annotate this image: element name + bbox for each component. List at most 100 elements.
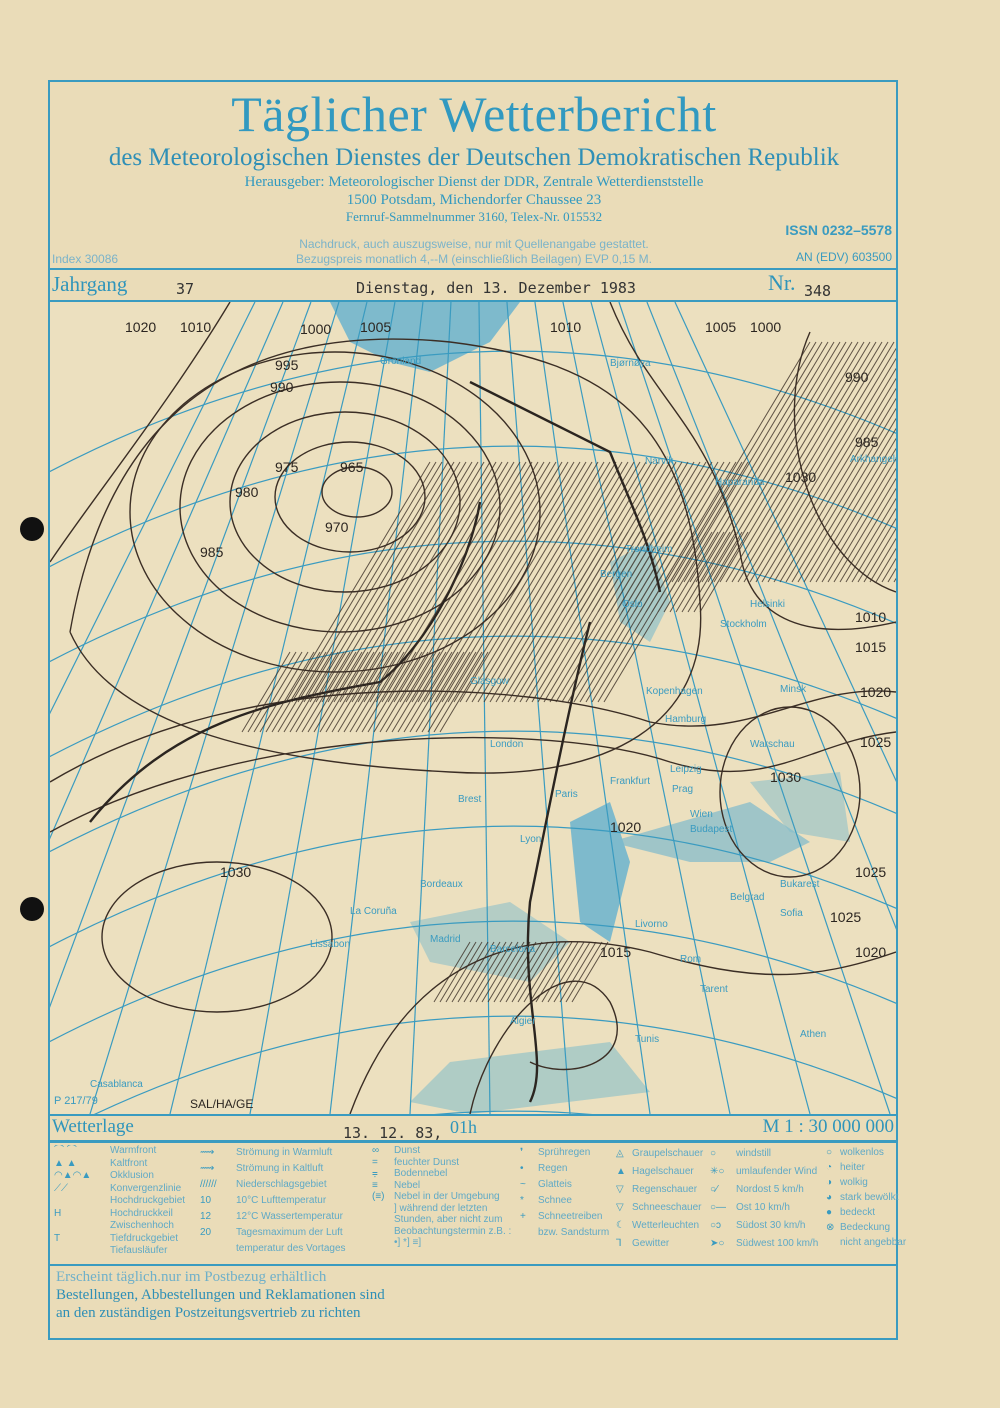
legend-row: ○ↄ Südost 30 km/h — [710, 1217, 824, 1235]
precipitation-hatch — [439, 941, 477, 1003]
isobar-pressure-label: 1025 — [860, 734, 891, 750]
longitude-line — [618, 302, 891, 1114]
latitude-line — [94, 1015, 896, 1114]
legend-row: Beobachtungstermin z.B. : •] *] ≡] — [372, 1226, 516, 1249]
precipitation-hatch — [487, 941, 525, 1003]
map-caption-label: Wetterlage — [52, 1116, 134, 1137]
legend-row: ////// Niederschlagsgebiet — [200, 1177, 366, 1193]
isobar-pressure-label: 985 — [200, 544, 224, 560]
precipitation-hatch — [439, 651, 489, 733]
legend-row: ⟿ Strömung in Warmluft — [200, 1145, 366, 1161]
precipitation-hatch — [309, 461, 455, 703]
isobar-pressure-label: 965 — [340, 459, 364, 475]
isobar-pressure-label: 1025 — [855, 864, 886, 880]
legend-item: Wetterleuchten — [632, 1220, 700, 1231]
legend-item: Bedeckung — [840, 1222, 891, 1233]
legend-row: temperatur des Vortages — [200, 1241, 366, 1257]
city-label: Budapest — [690, 824, 732, 835]
legend-item: umlaufender Wind — [736, 1166, 818, 1177]
legend-row: Hochdruckgebiet — [54, 1195, 198, 1208]
legend-symbol-icon: ◕ — [826, 1192, 833, 1203]
legend-symbol-icon: Ꞁ — [616, 1238, 622, 1249]
latitude-line — [50, 635, 896, 758]
precipitation-hatch — [749, 341, 895, 583]
city-label: Frankfurt — [610, 776, 650, 787]
divider — [50, 1264, 896, 1266]
precipitation-hatch — [367, 651, 417, 733]
legend-item: bzw. Sandsturm — [538, 1227, 610, 1238]
precipitation-hatch — [393, 461, 539, 703]
precipitation-hatch — [713, 341, 859, 583]
legend-column: ⌒ ⌒ Warmfront ▲ ▲ Kaltfront ◠▲◠▲ Okklusion ⟋⟋ K… — [54, 1145, 198, 1258]
precipitation-hatch — [385, 651, 435, 733]
water-area — [410, 1042, 650, 1114]
precipitation-hatch — [379, 651, 429, 733]
legend-row: ◬ Graupelschauer — [616, 1145, 708, 1163]
precipitation-hatch — [361, 651, 411, 733]
city-label: Lissabon — [310, 939, 350, 950]
latitude-line — [50, 445, 896, 568]
precipitation-hatch — [441, 461, 587, 703]
isobar-pressure-label: 1010 — [550, 319, 581, 335]
legend-column: ○ wolkenlos ◔ heiter ◑ wolkig ◕ stark bewölkt ● b… — [826, 1145, 926, 1250]
legend-item: Glatteis — [538, 1179, 572, 1190]
legend-row: nicht angebbar — [826, 1235, 926, 1250]
legend-item: Regenschauer — [632, 1184, 698, 1195]
legend-item: wolkenlos — [840, 1147, 884, 1158]
legend-column: ∞ Dunst = feuchter Dunst ⩦ Bodennebel ≡ Nebel (≡… — [372, 1145, 516, 1249]
precipitation-hatch — [665, 341, 811, 583]
precipitation-hatch — [421, 651, 471, 733]
precipitation-hatch — [529, 941, 567, 1003]
legend-symbol: 10 — [200, 1195, 212, 1206]
city-label: Madrid — [430, 934, 461, 945]
precipitation-hatch — [833, 477, 896, 583]
precipitation-hatch — [447, 461, 593, 703]
city-label: Glasgow — [470, 676, 510, 687]
longitude-line — [674, 302, 896, 783]
legend-symbol-icon: ▽ — [616, 1184, 624, 1195]
precipitation-hatch — [375, 461, 521, 703]
precipitation-hatch — [669, 531, 719, 613]
precipitation-hatch — [499, 941, 537, 1003]
precipitation-hatch — [719, 341, 865, 583]
footer-line-2: Bestellungen, Abbestellungen und Reklama… — [56, 1287, 385, 1303]
precipitation-hatch — [553, 941, 591, 1003]
precipitation-hatch — [397, 651, 447, 733]
precipitation-hatch — [493, 941, 531, 1003]
legend-row: ⟋⟋ Konvergenzlinie — [54, 1183, 198, 1196]
precipitation-hatch — [333, 461, 479, 703]
issn: ISSN 0232–5578 — [785, 222, 892, 238]
precipitation-hatch — [671, 341, 817, 583]
precipitation-hatch — [423, 461, 569, 703]
legend-symbol-icon: ⟋⟋ — [54, 1182, 68, 1194]
precipitation-hatch — [495, 461, 641, 703]
precipitation-hatch — [327, 461, 473, 703]
precipitation-hatch — [683, 341, 829, 583]
isobar-pressure-label: 1000 — [750, 319, 781, 335]
precipitation-hatch — [633, 531, 683, 613]
precipitation-hatch — [559, 941, 597, 1003]
legend-column: ◬ Graupelschauer ▲ Hagelschauer ▽ Regenschaue… — [616, 1145, 708, 1253]
legend-row: (≡) Nebel in der Umgebung — [372, 1191, 516, 1203]
precipitation-hatch — [289, 651, 339, 733]
precipitation-hatch — [663, 531, 713, 613]
divider — [50, 300, 896, 302]
precipitation-hatch — [381, 461, 527, 703]
legend-item: Ost 10 km/h — [736, 1202, 790, 1213]
precipitation-hatch — [755, 347, 896, 583]
legend-symbol-icon: ⊗ — [826, 1222, 835, 1233]
precipitation-hatch — [779, 387, 896, 583]
legend-row: Tiefausläufer — [54, 1245, 198, 1258]
precipitation-hatch — [373, 651, 423, 733]
legend-symbol-icon: ● — [826, 1207, 833, 1218]
precipitation-hatch — [699, 531, 749, 613]
legend-symbol-icon: • — [520, 1163, 524, 1174]
legend-item: 10°C Lufttemperatur — [236, 1195, 327, 1206]
city-label: Belgrad — [730, 892, 764, 903]
weather-map: 1020 1010 1000 1005 1010 1005 1000 995 990 985 980… — [50, 302, 896, 1114]
latitude-line — [50, 350, 896, 473]
city-label: Hamburg — [665, 714, 706, 725]
legend-item: stark bewölkt — [840, 1192, 899, 1203]
synoptic-chart: 1020 1010 1000 1005 1010 1005 1000 995 990 985 980… — [50, 302, 896, 1114]
address: 1500 Potsdam, Michendorfer Chaussee 23 — [346, 192, 602, 208]
